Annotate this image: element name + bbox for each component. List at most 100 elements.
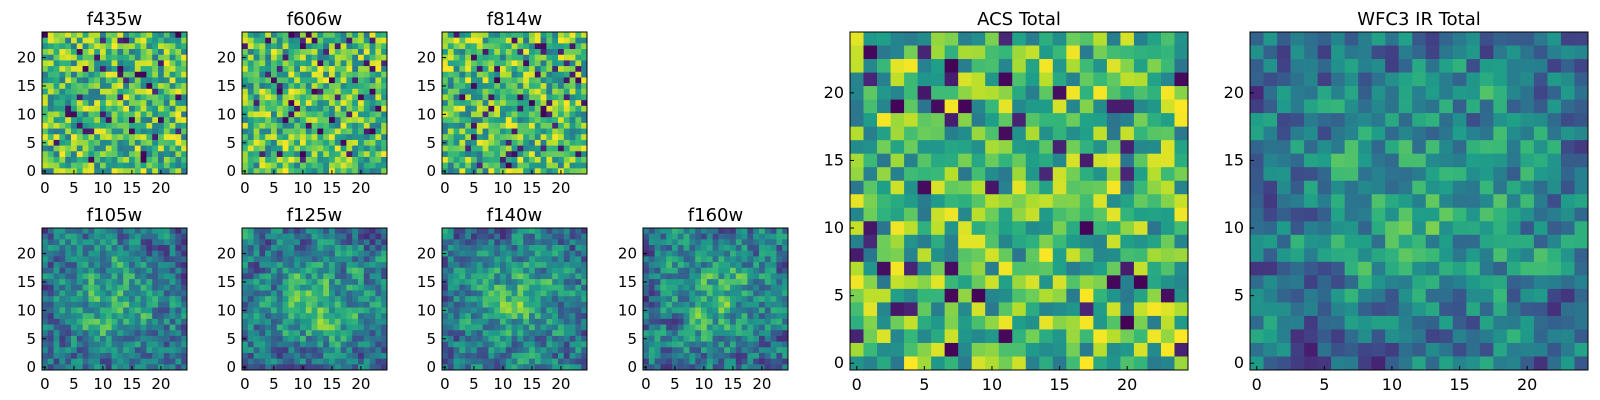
- heatmap-cell: [259, 318, 266, 325]
- heatmap-cell: [352, 324, 359, 331]
- heatmap-cell: [358, 256, 365, 263]
- heatmap-cell: [511, 77, 518, 84]
- heatmap-cell: [782, 279, 789, 286]
- heatmap-cell: [352, 60, 359, 67]
- heatmap-cell: [1079, 153, 1094, 168]
- heatmap-cell: [100, 77, 107, 84]
- heatmap-cell: [375, 267, 382, 274]
- heatmap-cell: [76, 151, 83, 158]
- heatmap-cell: [253, 347, 260, 354]
- heatmap-cell: [53, 71, 60, 78]
- heatmap-cell: [140, 341, 147, 348]
- heatmap-cell: [529, 284, 536, 291]
- heatmap-cell: [500, 256, 507, 263]
- heatmap-cell: [500, 352, 507, 359]
- heatmap-cell: [730, 301, 737, 308]
- heatmap-cell: [1052, 194, 1067, 209]
- heatmap-cell: [323, 54, 330, 61]
- heatmap-cell: [340, 313, 347, 320]
- heatmap-cell: [82, 60, 89, 67]
- heatmap-cell: [575, 335, 582, 342]
- heatmap-cell: [123, 250, 130, 257]
- heatmap-cell: [672, 262, 679, 269]
- heatmap-cell: [340, 256, 347, 263]
- heatmap-cell: [334, 168, 341, 175]
- heatmap-cell: [985, 99, 1000, 114]
- heatmap-cell: [88, 228, 95, 235]
- heatmap-cell: [111, 134, 118, 141]
- heatmap-cell: [358, 117, 365, 124]
- heatmap-cell: [529, 100, 536, 107]
- heatmap-cell: [523, 318, 530, 325]
- heatmap-cell: [259, 250, 266, 257]
- y-tick-label: 0: [26, 358, 36, 376]
- heatmap-cell: [88, 156, 95, 163]
- heatmap-cell: [363, 313, 370, 320]
- heatmap-cell: [53, 364, 60, 371]
- heatmap-cell: [677, 335, 684, 342]
- heatmap-cell: [129, 239, 136, 246]
- heatmap-cell: [381, 228, 388, 235]
- heatmap-cell: [282, 233, 289, 240]
- heatmap-cell: [764, 267, 771, 274]
- heatmap-cell: [546, 290, 553, 297]
- heatmap-cell: [482, 156, 489, 163]
- heatmap-cell: [300, 88, 307, 95]
- heatmap-cell: [505, 313, 512, 320]
- heatmap-cell: [181, 139, 188, 146]
- heatmap-cell: [305, 162, 312, 169]
- heatmap-cell: [643, 256, 650, 263]
- heatmap-cell: [1079, 113, 1094, 127]
- heatmap-cell: [505, 134, 512, 141]
- heatmap-cell: [140, 330, 147, 337]
- heatmap-cell: [712, 335, 719, 342]
- heatmap-cell: [329, 43, 336, 50]
- heatmap-cell: [540, 162, 547, 169]
- heatmap-cell: [169, 352, 176, 359]
- heatmap-cell: [569, 32, 576, 39]
- heatmap-cell: [529, 32, 536, 39]
- heatmap-cell: [152, 66, 159, 73]
- heatmap-cell: [163, 94, 170, 101]
- heatmap-cell: [363, 111, 370, 118]
- heatmap-cell: [863, 261, 878, 276]
- heatmap-cell: [253, 145, 260, 152]
- heatmap-cell: [346, 273, 353, 280]
- heatmap-cell: [724, 313, 731, 320]
- heatmap-cell: [317, 122, 324, 129]
- heatmap-cell: [253, 77, 260, 84]
- heatmap-cell: [181, 94, 188, 101]
- heatmap-cell: [471, 267, 478, 274]
- heatmap-cell: [683, 233, 690, 240]
- heatmap-cell: [471, 83, 478, 90]
- heatmap-cell: [505, 318, 512, 325]
- heatmap-cell: [453, 117, 460, 124]
- heatmap-cell: [134, 71, 141, 78]
- heatmap-cell: [546, 318, 553, 325]
- heatmap-cell: [242, 228, 249, 235]
- heatmap-cell: [53, 43, 60, 50]
- heatmap-cell: [158, 330, 165, 337]
- heatmap-cell: [718, 239, 725, 246]
- heatmap-cell: [76, 49, 83, 56]
- heatmap-cell: [65, 250, 72, 257]
- heatmap-cell: [129, 83, 136, 90]
- heatmap-cell: [317, 66, 324, 73]
- heatmap-cell: [517, 279, 524, 286]
- heatmap-cell: [340, 324, 347, 331]
- heatmap-cell: [747, 290, 754, 297]
- heatmap-cell: [782, 239, 789, 246]
- heatmap-cell: [175, 128, 182, 135]
- heatmap-cell: [323, 162, 330, 169]
- heatmap-cell: [759, 267, 766, 274]
- heatmap-cell: [152, 352, 159, 359]
- heatmap-cell: [552, 128, 559, 135]
- heatmap-cell: [998, 153, 1013, 168]
- heatmap-cell: [329, 250, 336, 257]
- heatmap-cell: [323, 330, 330, 337]
- heatmap-cell: [294, 156, 301, 163]
- heatmap-cell: [505, 290, 512, 297]
- heatmap-cell: [563, 267, 570, 274]
- heatmap-cell: [253, 156, 260, 163]
